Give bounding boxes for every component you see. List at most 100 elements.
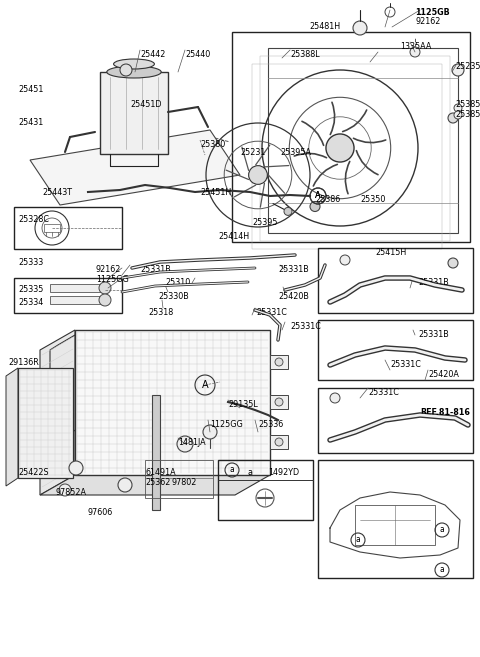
Ellipse shape (107, 66, 161, 78)
Text: 25380: 25380 (200, 140, 225, 149)
Text: 25420B: 25420B (278, 292, 309, 301)
Text: 25415H: 25415H (375, 248, 406, 257)
Circle shape (99, 294, 111, 306)
Text: 25331B: 25331B (278, 265, 309, 274)
Text: 25318: 25318 (148, 308, 173, 317)
Text: 25231: 25231 (240, 148, 265, 157)
Bar (268, 48, 458, 233)
Text: 25235: 25235 (455, 62, 480, 71)
Text: 1125GG: 1125GG (210, 420, 243, 429)
Text: 97802: 97802 (172, 478, 197, 487)
Text: 25388L: 25388L (290, 50, 320, 59)
Text: 25422S: 25422S (18, 468, 48, 477)
Bar (145, 460, 213, 498)
Circle shape (59, 484, 71, 496)
Text: 25350: 25350 (360, 195, 385, 204)
Text: a: a (248, 468, 253, 477)
Text: 25328C: 25328C (18, 215, 49, 224)
Text: 25420A: 25420A (428, 370, 459, 379)
Text: 1481JA: 1481JA (178, 438, 205, 447)
Text: 25334: 25334 (18, 298, 43, 307)
Text: 25331C: 25331C (290, 322, 321, 331)
Circle shape (203, 425, 217, 439)
Text: 25331B: 25331B (418, 330, 449, 339)
Bar (318, 320, 473, 380)
Circle shape (410, 47, 420, 57)
Text: a: a (440, 526, 444, 535)
Text: 25451H: 25451H (200, 188, 231, 197)
Polygon shape (40, 475, 270, 495)
Bar (44, 224, 60, 232)
Circle shape (275, 398, 283, 406)
Bar (18, 368, 73, 478)
Text: 25481H: 25481H (309, 22, 340, 31)
Bar (270, 435, 288, 449)
Circle shape (69, 461, 83, 475)
Circle shape (326, 134, 354, 162)
Text: 25385B: 25385B (455, 110, 480, 119)
Circle shape (275, 438, 283, 446)
Text: 25440: 25440 (185, 50, 210, 59)
Bar (318, 388, 473, 453)
Circle shape (330, 393, 340, 403)
Text: 61491A: 61491A (145, 468, 176, 477)
Text: 25395: 25395 (252, 218, 277, 227)
Polygon shape (30, 130, 240, 205)
Text: 25333: 25333 (18, 258, 43, 267)
Text: 25330B: 25330B (158, 292, 189, 301)
Text: a: a (229, 466, 234, 474)
Bar (318, 248, 473, 313)
Text: 25385B: 25385B (455, 100, 480, 109)
Text: 1125GG: 1125GG (96, 275, 129, 284)
Circle shape (99, 282, 111, 294)
Circle shape (284, 208, 292, 215)
Bar (152, 395, 160, 510)
Text: 92162: 92162 (96, 265, 121, 274)
Text: 25331C: 25331C (256, 308, 287, 317)
Polygon shape (50, 335, 75, 445)
Text: A: A (315, 191, 321, 200)
Text: 25335: 25335 (18, 285, 43, 294)
Bar (14, 207, 122, 249)
Bar (218, 460, 313, 520)
Circle shape (353, 21, 367, 35)
Text: 25310: 25310 (165, 278, 190, 287)
Text: REF.81-816: REF.81-816 (420, 408, 470, 417)
Bar (50, 284, 105, 292)
Text: 25331C: 25331C (368, 388, 399, 397)
Circle shape (118, 478, 132, 492)
Bar (232, 32, 470, 242)
Circle shape (120, 64, 132, 76)
Text: 25336: 25336 (258, 420, 283, 429)
Circle shape (448, 258, 458, 268)
Text: A: A (315, 191, 321, 200)
Text: 25395A: 25395A (280, 148, 311, 157)
Polygon shape (40, 330, 75, 495)
Text: 29136R: 29136R (8, 358, 39, 367)
Text: 25431: 25431 (18, 118, 43, 127)
Circle shape (454, 111, 462, 119)
Text: A: A (202, 380, 208, 390)
Bar (260, 56, 450, 241)
Text: 97852A: 97852A (56, 488, 87, 497)
Text: 1125GB: 1125GB (415, 8, 450, 17)
Bar (355, 505, 435, 545)
Bar (252, 64, 442, 249)
Circle shape (340, 255, 350, 265)
Text: 25442: 25442 (140, 50, 166, 59)
Text: 25386: 25386 (315, 195, 340, 204)
Text: 1335AA: 1335AA (400, 42, 432, 51)
Circle shape (249, 166, 267, 185)
Text: 25331C: 25331C (390, 360, 421, 369)
Circle shape (448, 113, 458, 123)
Text: 97606: 97606 (88, 508, 113, 517)
Bar (100, 72, 168, 154)
Circle shape (452, 64, 464, 76)
Text: 25331B: 25331B (140, 265, 171, 274)
Text: 25451: 25451 (18, 85, 43, 94)
Text: 25331B: 25331B (418, 278, 449, 287)
Text: 92162: 92162 (415, 17, 440, 26)
Text: 25451D: 25451D (130, 100, 161, 109)
Circle shape (177, 436, 193, 452)
Bar (50, 296, 105, 304)
